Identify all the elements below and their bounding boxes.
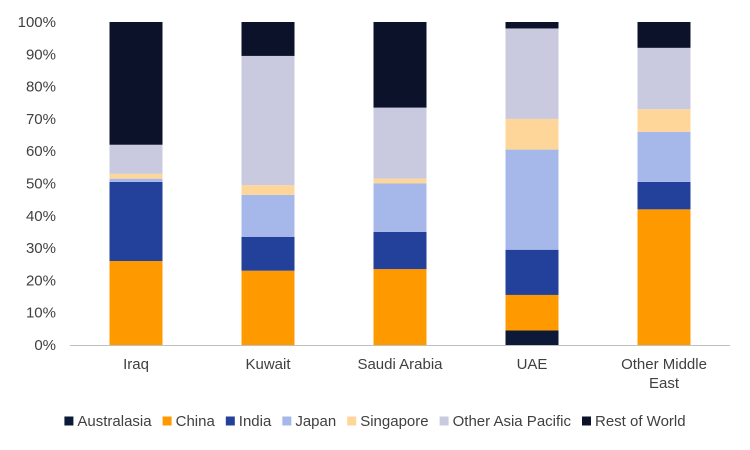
bar-segment xyxy=(241,236,295,271)
bar-segment xyxy=(505,22,559,29)
bar-segment xyxy=(241,22,295,56)
y-tick-label: 20% xyxy=(26,272,56,289)
bar-segment xyxy=(373,269,427,345)
y-tick-label: 90% xyxy=(26,46,56,63)
y-tick-label: 40% xyxy=(26,208,56,225)
bar-segment xyxy=(637,109,691,132)
y-tick-label: 70% xyxy=(26,111,56,128)
bar-segment xyxy=(637,47,691,110)
bar-segment xyxy=(637,209,691,345)
x-axis-labels: Iraq Kuwait Saudi Arabia UAE Other Middle Eas… xyxy=(123,356,707,392)
bar-segment xyxy=(505,330,559,345)
legend-swatch xyxy=(347,416,357,426)
bar-segment xyxy=(373,107,427,179)
bar-segment xyxy=(373,183,427,232)
bar-segment xyxy=(637,22,691,48)
y-tick-label: 60% xyxy=(26,143,56,160)
legend-swatch xyxy=(162,416,172,426)
bar-segment xyxy=(505,28,559,119)
y-tick-label: 0% xyxy=(34,337,56,354)
x-tick-label: Kuwait xyxy=(245,356,291,373)
bar-segment xyxy=(109,144,163,174)
y-axis: 0% 10% 20% 30% 40% 50% 60% 70% 80% 90% 100% xyxy=(18,14,56,354)
legend-label: Rest of World xyxy=(595,413,686,430)
bar-segment xyxy=(505,249,559,295)
bar-segment xyxy=(505,118,559,150)
legend: Australasia China India Japan Singapore Other… xyxy=(64,413,686,430)
y-tick-label: 80% xyxy=(26,79,56,96)
y-tick-label: 50% xyxy=(26,176,56,193)
legend-label: India xyxy=(239,413,272,430)
legend-label: China xyxy=(176,413,216,430)
bar-segment xyxy=(109,178,163,182)
legend-label: Japan xyxy=(295,413,336,430)
bar-segment xyxy=(109,181,163,262)
bar-segment xyxy=(241,194,295,237)
bar-segment xyxy=(109,261,163,345)
legend-swatch xyxy=(64,416,74,426)
legend-label: Other Asia Pacific xyxy=(453,413,572,430)
legend-label: Singapore xyxy=(360,413,428,430)
legend-label: Australasia xyxy=(77,413,152,430)
bar-segment xyxy=(373,22,427,108)
plot-area xyxy=(109,22,691,345)
legend-swatch xyxy=(582,416,591,426)
x-tick-label: UAE xyxy=(517,356,548,373)
bar-segment xyxy=(505,294,559,331)
x-tick-label: Iraq xyxy=(123,356,149,373)
y-tick-label: 100% xyxy=(18,14,56,31)
bar-segment xyxy=(109,173,163,179)
legend-swatch xyxy=(439,416,449,426)
bar-segment xyxy=(637,131,691,182)
y-tick-label: 30% xyxy=(26,240,56,257)
y-tick-label: 10% xyxy=(26,305,56,322)
legend-swatch xyxy=(225,416,235,426)
bar-segment xyxy=(373,178,427,184)
bar-segment xyxy=(637,181,691,210)
legend-swatch xyxy=(282,416,292,426)
x-tick-label: Other Middle East xyxy=(621,356,707,392)
bar-segment xyxy=(241,270,295,345)
bar-segment xyxy=(241,185,295,195)
bar-segment xyxy=(109,22,163,145)
bar-segment xyxy=(241,55,295,186)
bar-segment xyxy=(373,231,427,270)
bar-segment xyxy=(505,149,559,250)
x-tick-label: Saudi Arabia xyxy=(357,356,443,373)
